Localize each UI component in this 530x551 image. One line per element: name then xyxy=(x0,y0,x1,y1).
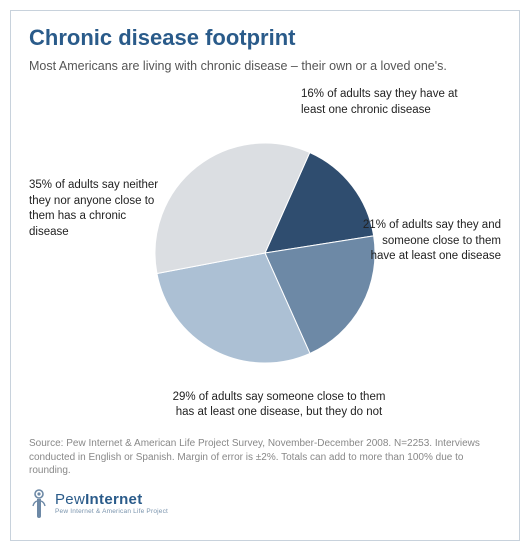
pie-svg xyxy=(150,138,380,368)
logo-text: PewInternet Pew Internet & American Life… xyxy=(55,491,168,515)
logo-light: Pew xyxy=(55,491,85,508)
chart-subtitle: Most Americans are living with chronic d… xyxy=(29,59,501,73)
logo-icon xyxy=(29,488,49,518)
logo-bold: Internet xyxy=(85,491,142,508)
pie-chart: 16% of adults say they have at least one… xyxy=(29,83,501,423)
chart-frame: Chronic disease footprint Most Americans… xyxy=(10,10,520,541)
chart-card: Chronic disease footprint Most Americans… xyxy=(0,0,530,551)
slice-label: 16% of adults say they have at least one… xyxy=(301,87,481,118)
slice-label: 21% of adults say they and someone close… xyxy=(361,218,501,265)
logo: PewInternet Pew Internet & American Life… xyxy=(29,488,501,518)
source-note: Source: Pew Internet & American Life Pro… xyxy=(29,431,501,478)
chart-title: Chronic disease footprint xyxy=(29,25,501,51)
slice-label: 35% of adults say neither they nor anyon… xyxy=(29,178,159,240)
slice-label: 29% of adults say someone close to them … xyxy=(164,390,394,421)
logo-tagline: Pew Internet & American Life Project xyxy=(55,508,168,515)
logo-wordmark: PewInternet xyxy=(55,491,168,508)
